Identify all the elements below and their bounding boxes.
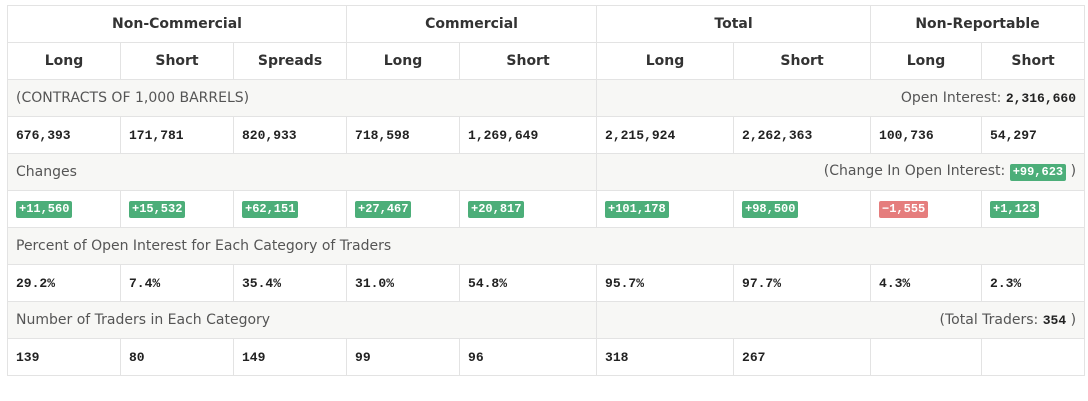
section-summary: (Change In Open Interest: +99,623 )	[596, 153, 1086, 191]
change-badge: +98,500	[742, 200, 799, 218]
value-cell: 139	[7, 338, 121, 376]
value-cell: +27,467	[346, 190, 461, 228]
change-badge: +101,178	[605, 200, 669, 218]
value-cell: 97.7%	[733, 264, 872, 302]
column-header: Long	[346, 42, 461, 80]
value-cell: 149	[232, 338, 348, 376]
value-cell: 54,297	[981, 116, 1086, 154]
value-cell	[870, 338, 983, 376]
value-cell: 99	[346, 338, 461, 376]
value-cell: 54.8%	[459, 264, 598, 302]
group-header: Non-Reportable	[870, 5, 1086, 43]
value-cell: 95.7%	[596, 264, 735, 302]
summary-value: 354	[1042, 313, 1067, 328]
section-row: (CONTRACTS OF 1,000 BARRELS) Open Interes…	[6, 79, 1086, 117]
change-badge: +15,532	[129, 200, 186, 218]
group-header: Total	[596, 5, 872, 43]
value-cell: 29.2%	[7, 264, 121, 302]
value-cell: 80	[120, 338, 234, 376]
value-cell: 2.3%	[981, 264, 1086, 302]
section-row: Number of Traders in Each Category (Total…	[6, 301, 1086, 339]
column-header: Spreads	[232, 42, 348, 80]
value-cell: 820,933	[232, 116, 348, 154]
section-label: Number of Traders in Each Category	[6, 301, 598, 339]
value-cell: 35.4%	[232, 264, 348, 302]
value-cell: +62,151	[232, 190, 348, 228]
summary-suffix: )	[1070, 312, 1077, 328]
section-label: Changes	[6, 153, 598, 191]
value-cell	[981, 338, 1086, 376]
column-header: Long	[596, 42, 735, 80]
section-summary: Open Interest: 2,316,660	[596, 79, 1086, 117]
change-badge: +20,817	[468, 200, 525, 218]
value-row: 676,393 171,781 820,933 718,598 1,269,649 2,2…	[7, 116, 1086, 154]
value-cell: 2,215,924	[596, 116, 735, 154]
section-row: Percent of Open Interest for Each Catego…	[6, 227, 1086, 265]
section-summary: (Total Traders: 354 )	[596, 301, 1086, 339]
change-badge: +27,467	[355, 200, 412, 218]
value-cell: 676,393	[7, 116, 121, 154]
value-cell: −1,555	[870, 190, 983, 228]
value-cell: 4.3%	[870, 264, 983, 302]
value-cell: 267	[733, 338, 872, 376]
value-cell: 31.0%	[346, 264, 461, 302]
group-header: Non-Commercial	[6, 5, 348, 43]
value-cell: 318	[596, 338, 735, 376]
column-header: Long	[870, 42, 983, 80]
summary-label: (Total Traders:	[939, 312, 1039, 328]
value-cell: +1,123	[981, 190, 1086, 228]
section-row: Changes (Change In Open Interest: +99,623…	[6, 153, 1086, 191]
column-header: Short	[733, 42, 872, 80]
value-row: 139 80 149 99 96 318 267	[7, 338, 1086, 376]
column-header: Long	[7, 42, 121, 80]
value-cell: 96	[459, 338, 598, 376]
column-header: Short	[981, 42, 1086, 80]
summary-label: (Change In Open Interest:	[823, 163, 1006, 179]
value-cell: 171,781	[120, 116, 234, 154]
column-header: Short	[459, 42, 598, 80]
value-cell: 1,269,649	[459, 116, 598, 154]
value-cell: 718,598	[346, 116, 461, 154]
value-cell: +20,817	[459, 190, 598, 228]
change-badge: +62,151	[242, 200, 299, 218]
value-cell: 2,262,363	[733, 116, 872, 154]
value-cell: 100,736	[870, 116, 983, 154]
value-row: 29.2% 7.4% 35.4% 31.0% 54.8% 95.7% 97.7% 4.3% 2.…	[7, 264, 1086, 302]
value-cell: +11,560	[7, 190, 121, 228]
value-cell: 7.4%	[120, 264, 234, 302]
group-header: Commercial	[346, 5, 598, 43]
summary-suffix: )	[1070, 163, 1077, 179]
value-row: +11,560 +15,532 +62,151 +27,467 +20,817 +101,…	[7, 190, 1086, 228]
change-badge: +1,123	[990, 200, 1040, 218]
section-label: Percent of Open Interest for Each Catego…	[6, 227, 1086, 265]
summary-value: 2,316,660	[1005, 91, 1077, 106]
summary-value: +99,623	[1009, 164, 1067, 181]
change-badge: −1,555	[879, 200, 929, 218]
column-row: Long Short Spreads Long Short Long Short Long Sh…	[7, 42, 1086, 80]
group-row: Non-Commercial Commercial Total Non-Reporta…	[6, 5, 1086, 43]
value-cell: +98,500	[733, 190, 872, 228]
summary-label: Open Interest:	[900, 90, 1002, 106]
change-badge: +11,560	[16, 200, 73, 218]
value-cell: +15,532	[120, 190, 234, 228]
column-header: Short	[120, 42, 234, 80]
cot-table: Non-Commercial Commercial Total Non-Reporta…	[6, 5, 1086, 376]
value-cell: +101,178	[596, 190, 735, 228]
section-label: (CONTRACTS OF 1,000 BARRELS)	[6, 79, 598, 117]
